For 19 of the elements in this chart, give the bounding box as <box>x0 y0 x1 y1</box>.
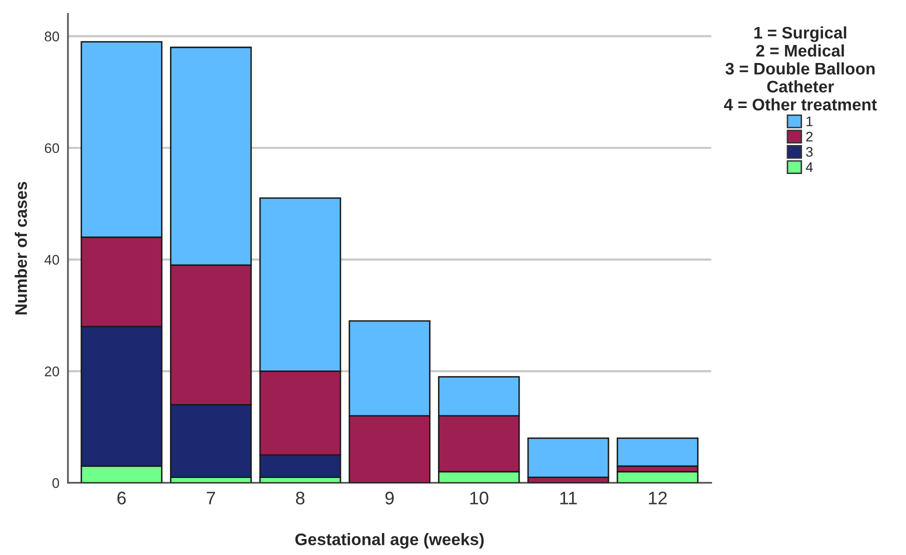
y-tick-label: 20 <box>44 366 60 376</box>
y-tick-label: 0 <box>52 478 60 488</box>
legend-label: 4 <box>806 162 813 172</box>
legend-label: 1 <box>806 116 813 126</box>
x-tick-label: 11 <box>560 492 577 504</box>
legend-label: 2 <box>806 132 813 142</box>
x-axis-title: Gestational age (weeks) <box>295 533 484 549</box>
y-tick-label: 60 <box>44 143 60 154</box>
y-axis-title: Number of cases <box>14 182 27 314</box>
y-tick-label: 40 <box>44 254 60 265</box>
y-tick-label: 80 <box>44 32 60 42</box>
x-tick-label: 12 <box>648 492 667 504</box>
legend-title: 1 = Surgical 2 = Medical 3 = Double Balloon Catheter 4 = Other treatment <box>724 26 877 110</box>
x-tick-label: 9 <box>385 492 394 504</box>
legend-label: 3 <box>806 146 813 157</box>
x-tick-label: 10 <box>470 492 488 504</box>
x-tick-label: 7 <box>206 492 216 504</box>
x-tick-label: 8 <box>296 492 304 504</box>
x-tick-label: 6 <box>117 492 126 504</box>
